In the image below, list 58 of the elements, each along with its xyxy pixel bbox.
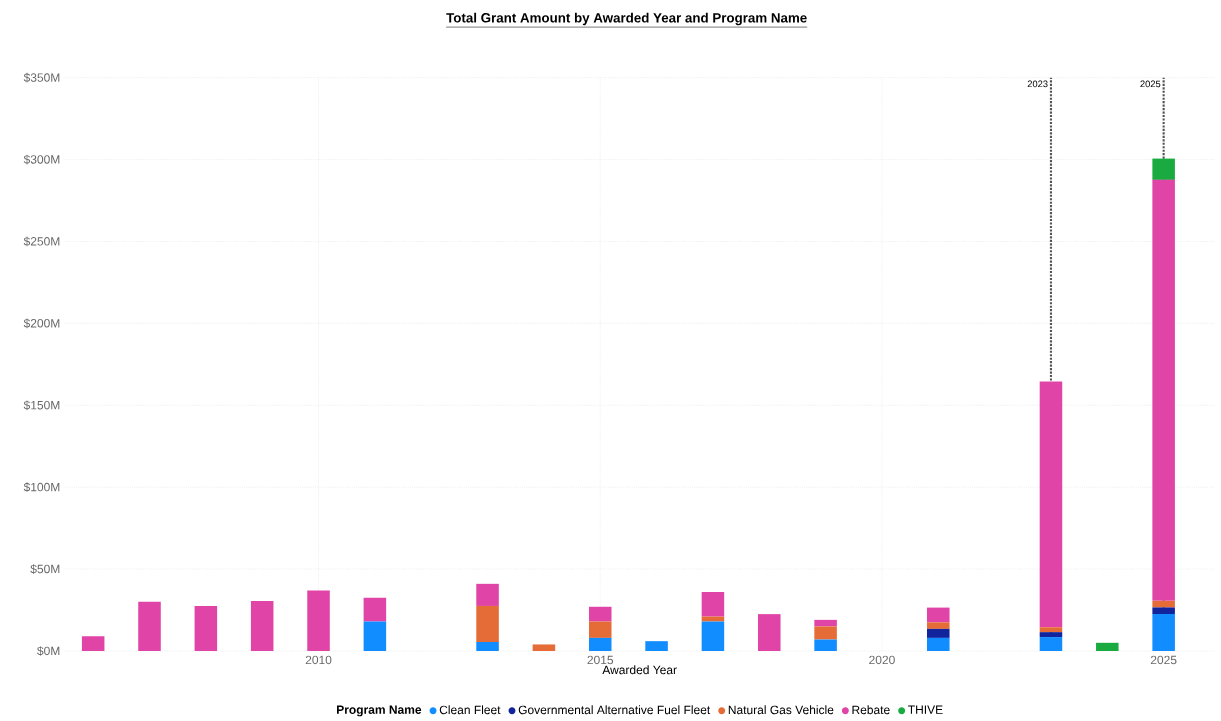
legend-label: THIVE	[908, 705, 943, 714]
bar	[476, 641, 499, 651]
legend-label: Governmental Alternative Fuel Fleet	[518, 705, 711, 714]
y-tick-label: $350M	[23, 72, 60, 83]
legend-label: Natural Gas Vehicle	[728, 705, 834, 714]
bar	[363, 597, 387, 622]
x-tick-label: 2020	[869, 655, 895, 665]
bar	[1152, 179, 1175, 601]
x-tick-label: 2010	[305, 655, 332, 665]
ref-line-label: 2023	[1027, 80, 1048, 88]
bar	[1152, 600, 1175, 608]
bar	[701, 591, 725, 617]
bar	[307, 590, 330, 651]
bar	[927, 622, 950, 629]
bar	[250, 600, 274, 651]
x-tick-label: 2025	[1150, 655, 1177, 665]
bar	[1039, 636, 1063, 651]
bar	[1039, 381, 1063, 628]
bar	[1096, 642, 1119, 651]
legend-label: Rebate	[852, 705, 890, 714]
bar	[814, 639, 837, 651]
bar	[814, 619, 837, 627]
bar	[363, 621, 387, 651]
y-tick-label: $100M	[23, 482, 60, 492]
bar	[194, 605, 218, 651]
legend-title: Program Name	[337, 705, 422, 717]
bar	[814, 626, 837, 640]
bar	[757, 613, 781, 651]
y-tick-label: $0M	[37, 645, 60, 656]
x-axis-title: Awarded Year	[602, 665, 677, 674]
ref-line-label: 2025	[1140, 80, 1161, 88]
y-tick-label: $200M	[23, 318, 60, 329]
bar	[927, 628, 950, 638]
bar	[927, 607, 950, 623]
bar	[588, 637, 612, 651]
bar	[138, 601, 161, 651]
y-tick-label: $50M	[30, 564, 60, 574]
y-tick-label: $250M	[23, 236, 60, 247]
bar	[1152, 158, 1175, 180]
y-tick-label: $300M	[23, 154, 60, 165]
bar	[1039, 631, 1063, 637]
bar	[927, 637, 950, 651]
bar	[1039, 627, 1063, 632]
bar	[701, 621, 725, 651]
bar	[1152, 613, 1175, 651]
x-tick-label: 2015	[587, 655, 614, 665]
chart-title: Total Grant Amount by Awarded Year and Program Name	[446, 12, 807, 26]
bar	[701, 616, 725, 622]
bar	[1152, 607, 1175, 614]
bar	[588, 621, 612, 638]
y-tick-label: $150M	[23, 400, 60, 410]
bar	[588, 606, 612, 622]
bar	[476, 605, 499, 642]
bar	[81, 636, 105, 651]
bar	[532, 644, 556, 651]
bar	[476, 583, 499, 606]
legend-label: Clean Fleet	[439, 705, 501, 714]
bar	[645, 640, 668, 651]
